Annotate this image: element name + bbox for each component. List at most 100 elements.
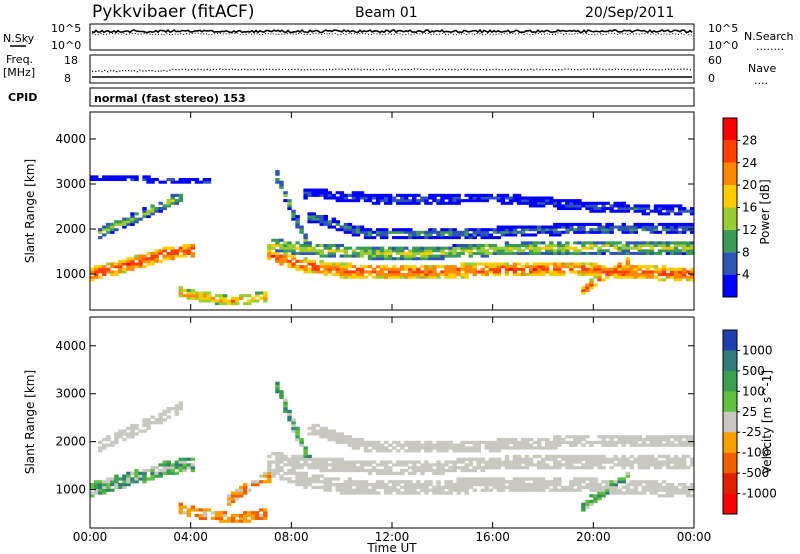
- power-cell: [549, 246, 554, 250]
- power-cell: [512, 273, 518, 277]
- velocity-cell: [452, 488, 457, 492]
- velocity-cell: [536, 443, 542, 447]
- power-cell: [621, 230, 626, 234]
- velocity-cell: [323, 468, 328, 473]
- power-cell: [593, 201, 598, 205]
- power-cell: [351, 233, 357, 237]
- velocity-cell: [661, 435, 667, 439]
- velocity-cell: [565, 460, 570, 464]
- power-cell: [102, 267, 107, 271]
- velocity-cell: [142, 477, 147, 481]
- power-cell: [500, 246, 506, 250]
- velocity-cell: [673, 488, 679, 492]
- velocity-cell: [98, 491, 103, 495]
- power-cell: [520, 199, 526, 203]
- velocity-cell: [359, 440, 365, 444]
- power-cell: [210, 296, 216, 300]
- power-cell: [218, 302, 224, 306]
- power-cell: [307, 212, 312, 216]
- power-cell: [605, 244, 610, 248]
- velocity-cell: [456, 460, 461, 464]
- power-cell: [396, 246, 401, 250]
- power-cell: [500, 225, 506, 229]
- velocity-cell: [689, 443, 695, 447]
- power-cell: [178, 249, 184, 253]
- power-cell: [383, 236, 389, 240]
- power-cell: [275, 254, 280, 258]
- velocity-cell: [275, 468, 280, 473]
- velocity-cell: [540, 480, 546, 484]
- power-cell: [343, 251, 349, 255]
- velocity-cell: [287, 477, 292, 481]
- velocity-colorbar-segment: [723, 411, 737, 433]
- velocity-cell: [198, 508, 204, 512]
- velocity-cell: [689, 463, 695, 467]
- power-cell: [424, 199, 429, 203]
- power-cell: [508, 225, 514, 229]
- power-cell: [428, 270, 433, 274]
- power-cell: [601, 278, 606, 282]
- power-cell: [279, 249, 284, 253]
- power-cell: [532, 265, 538, 269]
- velocity-cell: [472, 449, 477, 453]
- velocity-cell: [263, 516, 268, 520]
- velocity-cell: [347, 435, 353, 439]
- velocity-cell: [166, 466, 171, 470]
- power-cell: [408, 230, 413, 234]
- velocity-colorbar-tick-label: -100: [742, 446, 769, 460]
- velocity-cell: [585, 457, 590, 461]
- power-cell: [649, 275, 655, 279]
- power-cell: [669, 249, 675, 253]
- power-cell: [512, 196, 518, 200]
- power-cell: [557, 251, 562, 255]
- power-cell: [621, 267, 626, 271]
- velocity-cell: [142, 418, 147, 422]
- power-cell: [186, 291, 192, 295]
- power-cell: [665, 273, 671, 277]
- velocity-cell: [472, 466, 477, 470]
- power-cell: [371, 230, 377, 234]
- velocity-cell: [396, 443, 401, 447]
- velocity-cell: [311, 466, 316, 470]
- velocity-colorbar-tick-label: 500: [742, 364, 765, 378]
- power-cell: [311, 214, 316, 218]
- power-cell: [307, 193, 312, 197]
- power-cell: [387, 249, 393, 253]
- power-cell: [335, 196, 341, 200]
- power-cell: [492, 270, 498, 274]
- velocity-cell: [412, 466, 417, 470]
- power-cell: [605, 228, 610, 232]
- power-cell: [669, 267, 675, 271]
- velocity-cell: [589, 463, 594, 467]
- power-cell: [536, 249, 542, 253]
- power-cell: [589, 230, 594, 234]
- power-cell: [412, 273, 417, 277]
- power-cell: [311, 193, 316, 197]
- velocity-cell: [404, 460, 409, 464]
- power-cell: [468, 246, 473, 250]
- power-cell: [605, 207, 610, 211]
- power-cell: [146, 214, 151, 218]
- velocity-cell: [464, 446, 469, 450]
- velocity-cell: [581, 463, 586, 467]
- velocity-cell: [480, 466, 486, 470]
- power-cell: [440, 251, 445, 255]
- power-cell: [379, 265, 385, 269]
- velocity-cell: [331, 477, 337, 481]
- velocity-cell: [291, 457, 296, 461]
- power-cell: [464, 265, 469, 269]
- power-cell: [549, 251, 554, 255]
- noise-left-tick-bottom: 10^0: [51, 39, 81, 52]
- power-cell: [484, 262, 490, 266]
- velocity-cell: [557, 460, 562, 464]
- velocity-cell: [484, 460, 490, 464]
- power-cell: [528, 246, 534, 250]
- power-cell: [291, 217, 296, 221]
- velocity-cell: [661, 494, 667, 498]
- power-cell: [452, 265, 457, 269]
- velocity-cell: [432, 463, 437, 467]
- power-cell: [355, 225, 361, 229]
- power-cell: [472, 265, 477, 269]
- power-cell: [327, 249, 332, 253]
- power-cell: [424, 236, 429, 240]
